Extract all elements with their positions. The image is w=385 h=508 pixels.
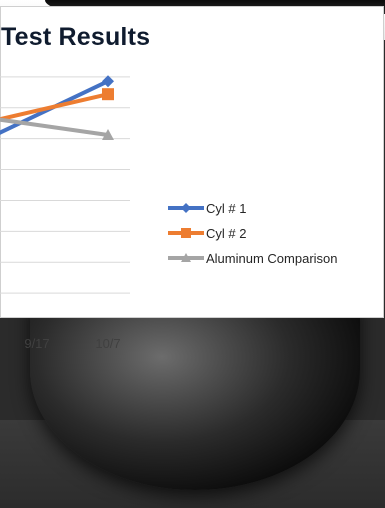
series-line-2 — [0, 92, 110, 122]
series-marker-2 — [102, 88, 114, 101]
legend-label: Cyl # 2 — [206, 226, 246, 241]
series-line-3 — [0, 117, 110, 137]
legend-label: Aluminum Comparison — [206, 251, 338, 266]
series-marker-3 — [102, 128, 114, 140]
black-bowl-object — [30, 300, 360, 490]
legend-label: Cyl # 1 — [206, 201, 246, 216]
legend-swatch-marker — [181, 253, 191, 262]
chart-title: Test Results — [1, 23, 151, 51]
legend-swatch-marker — [181, 228, 191, 238]
x-tick-label: 10/7 — [95, 336, 120, 351]
chart-panel: Test Results — [0, 6, 384, 318]
legend-swatch-marker — [181, 203, 191, 213]
x-tick-label: 9/17 — [24, 336, 49, 351]
series-marker-1 — [102, 75, 114, 88]
